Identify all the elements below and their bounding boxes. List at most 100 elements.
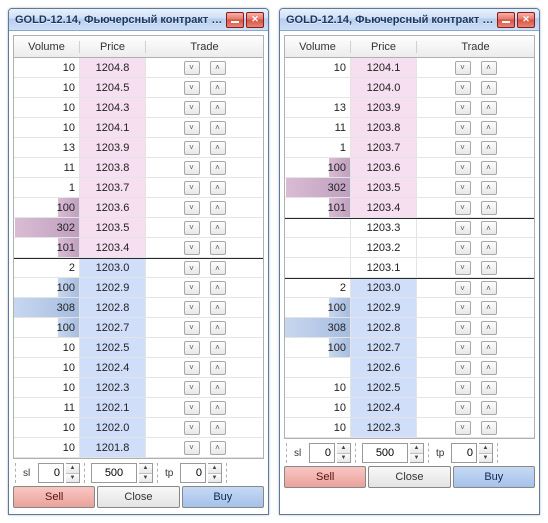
price-cell[interactable]: 1203.7 bbox=[351, 138, 417, 157]
sell-at-price-button[interactable]: ˅ bbox=[455, 121, 471, 135]
sell-at-price-button[interactable]: ˅ bbox=[455, 141, 471, 155]
price-cell[interactable]: 1202.4 bbox=[351, 398, 417, 417]
sell-at-price-button[interactable]: ˅ bbox=[184, 301, 200, 315]
price-cell[interactable]: 1203.8 bbox=[351, 118, 417, 137]
volume-cell[interactable]: 100 bbox=[14, 198, 80, 217]
volume-cell[interactable]: 101 bbox=[14, 238, 80, 257]
header-volume[interactable]: Volume bbox=[285, 41, 351, 53]
buy-at-price-button[interactable]: ˄ bbox=[210, 441, 226, 455]
close-button[interactable] bbox=[517, 12, 535, 28]
buy-at-price-button[interactable]: ˄ bbox=[210, 261, 226, 275]
sell-at-price-button[interactable]: ˅ bbox=[455, 81, 471, 95]
volume-cell[interactable] bbox=[285, 78, 351, 97]
header-trade[interactable]: Trade bbox=[146, 41, 263, 53]
price-cell[interactable]: 1203.9 bbox=[351, 98, 417, 117]
volume-cell[interactable] bbox=[285, 219, 351, 237]
buy-at-price-button[interactable]: ˄ bbox=[481, 301, 497, 315]
step-down-icon[interactable]: ▼ bbox=[66, 474, 79, 483]
sell-at-price-button[interactable]: ˅ bbox=[455, 321, 471, 335]
sell-at-price-button[interactable]: ˅ bbox=[184, 361, 200, 375]
sl-input[interactable] bbox=[38, 463, 64, 483]
volume-cell[interactable]: 10 bbox=[285, 58, 351, 77]
volume-cell[interactable]: 10 bbox=[14, 438, 80, 457]
sell-at-price-button[interactable]: ˅ bbox=[184, 321, 200, 335]
step-up-icon[interactable]: ▲ bbox=[337, 444, 350, 454]
price-cell[interactable]: 1203.6 bbox=[351, 158, 417, 177]
header-volume[interactable]: Volume bbox=[14, 41, 80, 53]
header-trade[interactable]: Trade bbox=[417, 41, 534, 53]
price-cell[interactable]: 1202.1 bbox=[80, 398, 146, 417]
sell-at-price-button[interactable]: ˅ bbox=[184, 381, 200, 395]
volume-cell[interactable]: 2 bbox=[14, 259, 80, 277]
sell-button[interactable]: Sell bbox=[13, 486, 95, 508]
buy-at-price-button[interactable]: ˄ bbox=[481, 121, 497, 135]
buy-at-price-button[interactable]: ˄ bbox=[210, 101, 226, 115]
sell-at-price-button[interactable]: ˅ bbox=[184, 181, 200, 195]
price-cell[interactable]: 1204.0 bbox=[351, 78, 417, 97]
sell-at-price-button[interactable]: ˅ bbox=[184, 81, 200, 95]
price-cell[interactable]: 1202.7 bbox=[351, 338, 417, 357]
sell-at-price-button[interactable]: ˅ bbox=[455, 161, 471, 175]
price-cell[interactable]: 1203.0 bbox=[80, 259, 146, 277]
sell-button[interactable]: Sell bbox=[284, 466, 366, 488]
buy-at-price-button[interactable]: ˄ bbox=[481, 221, 497, 235]
volume-cell[interactable]: 302 bbox=[14, 218, 80, 237]
sell-at-price-button[interactable]: ˅ bbox=[184, 121, 200, 135]
buy-at-price-button[interactable]: ˄ bbox=[481, 381, 497, 395]
tp-stepper[interactable]: ▲▼ bbox=[479, 443, 493, 463]
price-cell[interactable]: 1202.5 bbox=[80, 338, 146, 357]
buy-at-price-button[interactable]: ˄ bbox=[210, 241, 226, 255]
price-cell[interactable]: 1202.0 bbox=[80, 418, 146, 437]
sell-at-price-button[interactable]: ˅ bbox=[184, 401, 200, 415]
step-down-icon[interactable]: ▼ bbox=[139, 474, 152, 483]
sell-at-price-button[interactable]: ˅ bbox=[184, 261, 200, 275]
step-up-icon[interactable]: ▲ bbox=[66, 464, 79, 474]
price-cell[interactable]: 1204.3 bbox=[80, 98, 146, 117]
price-cell[interactable]: 1202.4 bbox=[80, 358, 146, 377]
volume-cell[interactable]: 10 bbox=[14, 358, 80, 377]
buy-at-price-button[interactable]: ˄ bbox=[481, 201, 497, 215]
step-down-icon[interactable]: ▼ bbox=[410, 454, 423, 463]
step-up-icon[interactable]: ▲ bbox=[410, 444, 423, 454]
price-cell[interactable]: 1204.1 bbox=[351, 58, 417, 77]
buy-at-price-button[interactable]: ˄ bbox=[481, 421, 497, 435]
buy-at-price-button[interactable]: ˄ bbox=[210, 81, 226, 95]
price-cell[interactable]: 1203.0 bbox=[351, 279, 417, 297]
buy-at-price-button[interactable]: ˄ bbox=[481, 61, 497, 75]
volume-cell[interactable]: 10 bbox=[14, 378, 80, 397]
sell-at-price-button[interactable]: ˅ bbox=[455, 241, 471, 255]
volume-cell[interactable]: 10 bbox=[14, 58, 80, 77]
price-cell[interactable]: 1204.5 bbox=[80, 78, 146, 97]
volume-cell[interactable]: 1 bbox=[285, 138, 351, 157]
volume-cell[interactable]: 13 bbox=[14, 138, 80, 157]
sell-at-price-button[interactable]: ˅ bbox=[455, 361, 471, 375]
volume-cell[interactable]: 100 bbox=[285, 338, 351, 357]
price-cell[interactable]: 1203.2 bbox=[351, 238, 417, 257]
buy-at-price-button[interactable]: ˄ bbox=[210, 321, 226, 335]
price-cell[interactable]: 1201.8 bbox=[80, 438, 146, 457]
buy-at-price-button[interactable]: ˄ bbox=[210, 161, 226, 175]
sell-at-price-button[interactable]: ˅ bbox=[455, 381, 471, 395]
volume-cell[interactable] bbox=[285, 258, 351, 277]
volume-cell[interactable]: 13 bbox=[285, 98, 351, 117]
buy-at-price-button[interactable]: ˄ bbox=[481, 341, 497, 355]
sell-at-price-button[interactable]: ˅ bbox=[184, 281, 200, 295]
sell-at-price-button[interactable]: ˅ bbox=[184, 341, 200, 355]
buy-at-price-button[interactable]: ˄ bbox=[481, 241, 497, 255]
buy-at-price-button[interactable]: ˄ bbox=[481, 281, 497, 295]
buy-at-price-button[interactable]: ˄ bbox=[210, 221, 226, 235]
price-cell[interactable]: 1203.9 bbox=[80, 138, 146, 157]
price-cell[interactable]: 1203.5 bbox=[351, 178, 417, 197]
close-position-button[interactable]: Close bbox=[368, 466, 450, 488]
buy-at-price-button[interactable]: ˄ bbox=[210, 341, 226, 355]
step-down-icon[interactable]: ▼ bbox=[479, 454, 492, 463]
header-price[interactable]: Price bbox=[80, 41, 146, 53]
price-cell[interactable]: 1204.1 bbox=[80, 118, 146, 137]
header-price[interactable]: Price bbox=[351, 41, 417, 53]
volume-cell[interactable]: 308 bbox=[14, 298, 80, 317]
price-cell[interactable]: 1204.8 bbox=[80, 58, 146, 77]
sell-at-price-button[interactable]: ˅ bbox=[184, 141, 200, 155]
price-cell[interactable]: 1203.6 bbox=[80, 198, 146, 217]
tp-stepper[interactable]: ▲▼ bbox=[208, 463, 222, 483]
sell-at-price-button[interactable]: ˅ bbox=[455, 401, 471, 415]
